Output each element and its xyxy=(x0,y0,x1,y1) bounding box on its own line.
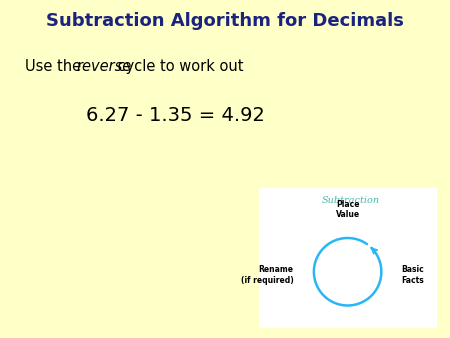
Text: reverse: reverse xyxy=(76,59,132,74)
Text: Use the: Use the xyxy=(25,59,86,74)
Text: Basic
Facts: Basic Facts xyxy=(401,265,424,285)
Text: Subtraction Algorithm for Decimals: Subtraction Algorithm for Decimals xyxy=(46,12,404,30)
Bar xyxy=(259,188,436,328)
Text: Place
Value: Place Value xyxy=(336,200,360,219)
Text: cycle to work out: cycle to work out xyxy=(113,59,244,74)
Text: Subtraction: Subtraction xyxy=(322,196,380,205)
Text: 6.27 - 1.35 = 4.92: 6.27 - 1.35 = 4.92 xyxy=(86,106,265,125)
Text: Rename
(if required): Rename (if required) xyxy=(241,265,293,285)
